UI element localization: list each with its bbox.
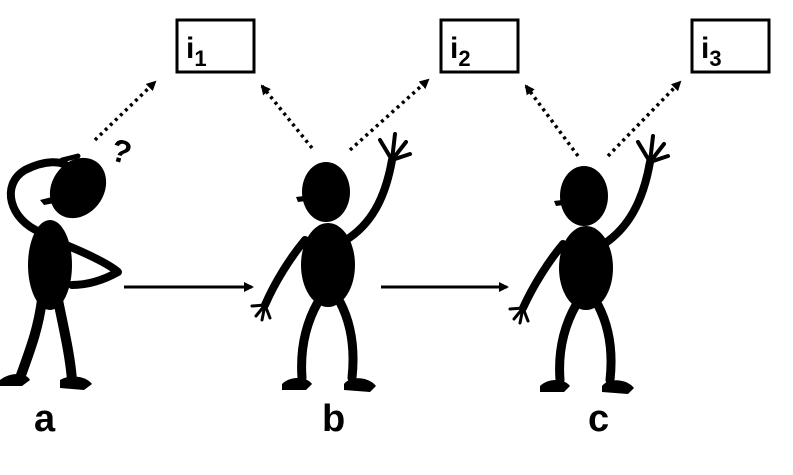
dotted-arrow-c-to-i2 <box>524 84 580 158</box>
person-c-label: c <box>588 398 609 440</box>
person-b-label: b <box>322 398 345 440</box>
question-mark-icon: ? <box>107 132 135 172</box>
info-box-i1-label: i1 <box>186 32 207 71</box>
person-a-figure <box>0 153 122 390</box>
info-box-i3: i3 <box>690 18 771 74</box>
dotted-arrow-b-to-i2 <box>348 78 430 152</box>
info-box-i2-label: i2 <box>450 32 471 71</box>
dotted-arrow-b-to-i1 <box>260 84 314 150</box>
dotted-arrow-a-to-i1 <box>93 80 157 142</box>
person-a-label: a <box>34 398 56 440</box>
person-c-figure <box>508 134 670 394</box>
info-box-i3-label: i3 <box>701 32 722 71</box>
info-box-i1: i1 <box>175 18 256 74</box>
info-box-i2: i2 <box>439 18 520 74</box>
person-b-figure <box>250 132 412 392</box>
dotted-arrow-c-to-i3 <box>606 80 682 158</box>
